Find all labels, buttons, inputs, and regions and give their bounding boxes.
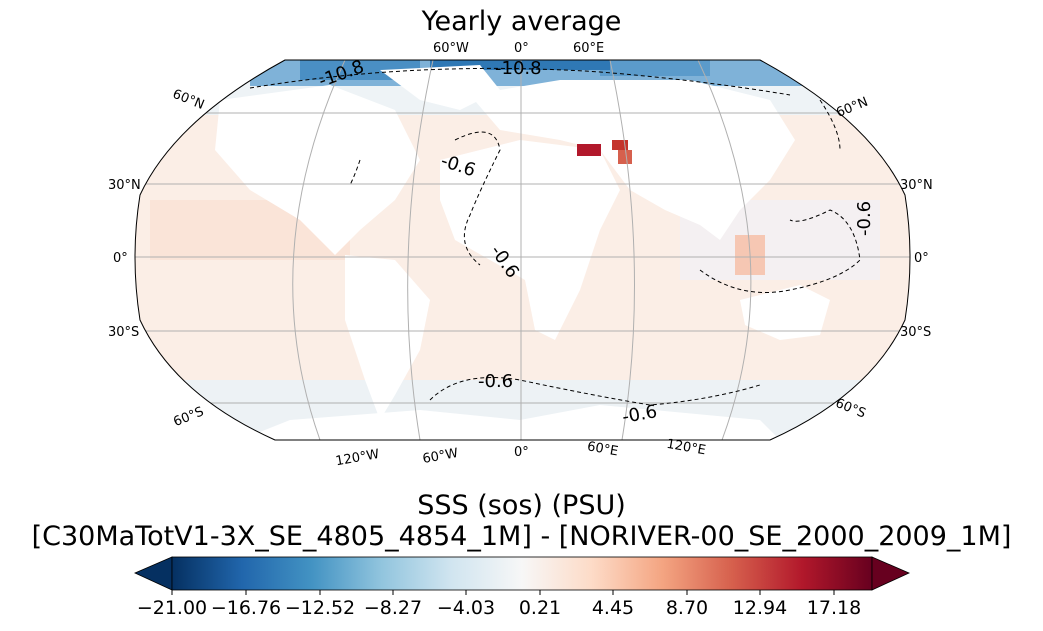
land-mask [215,65,830,440]
colorbar-tick-label: 4.45 [591,597,635,619]
lon-label-top: 0° [514,41,529,56]
colorbar-tick-label: −21.00 [136,597,208,619]
ocean-field [135,60,910,440]
contour-lines [249,67,861,406]
lat-label-left: 60°N [170,87,206,113]
map-boundary [134,59,911,441]
lat-label-right: 30°S [900,325,931,340]
lat-label-left: 0° [113,251,128,266]
lon-label-bottom: 120°W [334,447,380,469]
lat-label-right: 30°N [900,178,933,193]
colorbar-extend-max [871,556,910,591]
graticule [135,60,910,440]
lat-label-left: 30°S [108,325,139,340]
colorbar-caption-experiments: [C30MaTotV1-3X_SE_4805_4854_1M] - [NORIV… [31,521,1012,552]
lat-label-left: 30°N [108,178,141,193]
lat-label-right: 60°S [833,396,868,422]
lon-label-top: 60°E [573,41,604,56]
lon-label-bottom: 120°E [665,437,707,459]
colorbar-tick-label: 8.70 [665,597,709,619]
contour-label: -10.8 [495,58,542,79]
colorbar-tick-label: 12.94 [732,597,788,619]
colorbar-tick-label: −4.03 [436,597,496,619]
lat-label-right: 0° [914,251,929,266]
lon-label-bottom: 60°W [421,446,459,467]
colorbar-extend-min [134,556,173,591]
lat-label-left: 60°S [171,404,206,430]
chart-title: Yearly average [421,6,622,37]
colorbar [134,556,910,595]
contour-label: -0.6 [478,371,513,392]
colorbar-tick-label: 17.18 [806,597,862,619]
colorbar-tick-label: −8.27 [363,597,423,619]
contour-label: -0.6 [854,201,875,236]
lon-label-bottom: 0° [514,445,529,460]
colorbar-tick-label: −12.52 [284,597,356,619]
lat-label-right: 60°N [834,95,870,121]
colorbar-gradient [171,556,873,591]
colorbar-tick-label: 0.21 [518,597,562,619]
lon-label-top: 60°W [433,41,469,56]
colorbar-tick-label: −16.76 [210,597,282,619]
colorbar-caption-variable: SSS (sos) (PSU) [417,490,626,521]
lon-label-bottom: 60°E [586,439,619,459]
